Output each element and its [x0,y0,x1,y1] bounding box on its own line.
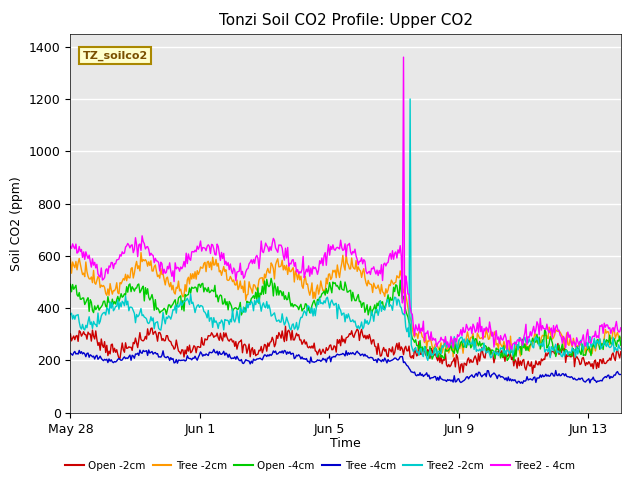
Y-axis label: Soil CO2 (ppm): Soil CO2 (ppm) [10,176,23,271]
X-axis label: Time: Time [330,437,361,450]
Text: TZ_soilco2: TZ_soilco2 [83,51,148,61]
Legend: Open -2cm, Tree -2cm, Open -4cm, Tree -4cm, Tree2 -2cm, Tree2 - 4cm: Open -2cm, Tree -2cm, Open -4cm, Tree -4… [61,456,579,475]
Title: Tonzi Soil CO2 Profile: Upper CO2: Tonzi Soil CO2 Profile: Upper CO2 [219,13,472,28]
